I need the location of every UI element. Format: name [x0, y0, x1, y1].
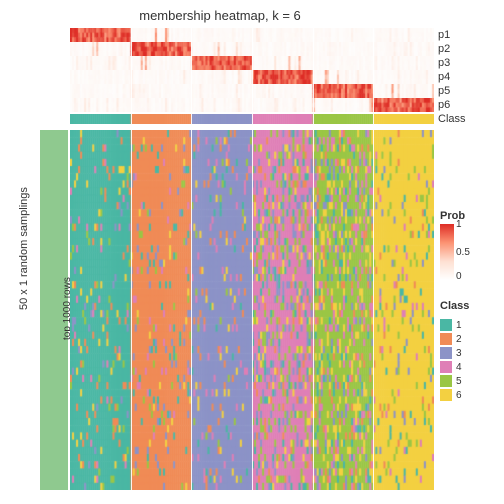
left-axis-label-samplings: 50 x 1 random samplings [18, 187, 30, 310]
legend-class-item: 2 [440, 332, 469, 346]
legend-prob-tick-1: 1 [456, 220, 462, 230]
legend-class-label: 4 [456, 362, 462, 373]
legend-swatch [440, 319, 452, 331]
label-p6: p6 [438, 98, 450, 112]
legend-class-item: 6 [440, 388, 469, 402]
label-p5: p5 [438, 84, 450, 98]
class-bar-label: Class [438, 113, 466, 125]
legend-class-label: 2 [456, 334, 462, 345]
column-divider [131, 28, 132, 490]
legend-class-items: 1 2 3 4 5 6 [440, 318, 469, 402]
legend-prob-tick-05: 0.5 [456, 248, 470, 258]
legend-swatch [440, 389, 452, 401]
legend-class: Class 1 2 3 4 5 6 [440, 300, 469, 402]
legend-swatch [440, 333, 452, 345]
legend-class-item: 1 [440, 318, 469, 332]
column-divider [373, 28, 374, 490]
legend-swatch [440, 347, 452, 359]
column-divider [313, 28, 314, 490]
label-p2: p2 [438, 42, 450, 56]
legend-swatch [440, 361, 452, 373]
legend-class-label: 3 [456, 348, 462, 359]
legend-swatch [440, 375, 452, 387]
legend-class-title: Class [440, 300, 469, 312]
legend-class-label: 6 [456, 390, 462, 401]
prob-row-labels: p1 p2 p3 p4 p5 p6 [438, 28, 450, 112]
legend-prob-tick-0: 0 [456, 272, 462, 282]
column-divider [252, 28, 253, 490]
label-p3: p3 [438, 56, 450, 70]
legend-prob: Prob 1 0.5 0 [440, 210, 465, 282]
chart-title: membership heatmap, k = 6 [0, 8, 440, 23]
legend-class-label: 1 [456, 320, 462, 331]
label-p1: p1 [438, 28, 450, 42]
legend-class-label: 5 [456, 376, 462, 387]
column-divider [191, 28, 192, 490]
legend-class-item: 4 [440, 360, 469, 374]
legend-prob-gradient: 1 0.5 0 [440, 224, 454, 280]
label-p4: p4 [438, 70, 450, 84]
legend-class-item: 3 [440, 346, 469, 360]
legend-class-item: 5 [440, 374, 469, 388]
